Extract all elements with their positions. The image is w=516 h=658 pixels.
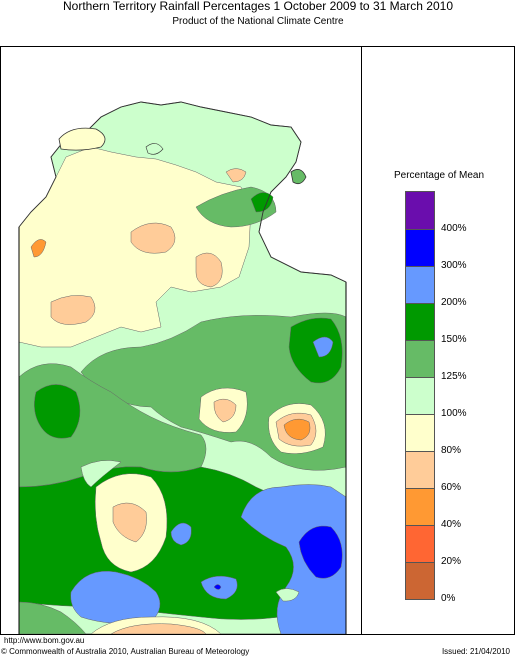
legend-label: 20% bbox=[441, 556, 462, 567]
legend-label: 80% bbox=[441, 445, 462, 456]
region-40-60-west bbox=[30, 239, 47, 258]
legend-swatch bbox=[406, 340, 434, 377]
source-url[interactable]: http://www.bom.gov.au bbox=[4, 636, 85, 645]
rainfall-map bbox=[18, 101, 347, 634]
legend-swatch bbox=[406, 229, 434, 266]
region-300-400-dot bbox=[213, 584, 222, 590]
region-40-60-east2 bbox=[283, 418, 311, 441]
legend-swatch bbox=[406, 451, 434, 488]
coastline bbox=[18, 101, 347, 283]
copyright-notice: © Commonwealth of Australia 2010, Austra… bbox=[1, 647, 250, 656]
legend-label: 40% bbox=[441, 519, 462, 530]
issued-date: Issued: 21/04/2010 bbox=[441, 647, 510, 656]
legend-label: 300% bbox=[441, 260, 467, 271]
legend-label: 0% bbox=[441, 593, 456, 604]
legend-label: 60% bbox=[441, 482, 462, 493]
legend-label: 200% bbox=[441, 297, 467, 308]
region-125-150-sw bbox=[18, 601, 87, 634]
legend-swatch bbox=[406, 303, 434, 340]
map-title: Northern Territory Rainfall Percentages … bbox=[63, 0, 453, 13]
region-60-80-bottom bbox=[110, 623, 207, 634]
region-150-200-top bbox=[250, 192, 274, 213]
legend-swatch bbox=[406, 377, 434, 414]
region-60-80-south bbox=[112, 502, 147, 543]
legend-swatch bbox=[406, 525, 434, 562]
legend-swatch bbox=[406, 562, 434, 599]
region-60-80-c bbox=[50, 295, 96, 325]
region-150-200-east bbox=[288, 317, 343, 384]
legend-swatch bbox=[406, 192, 434, 229]
legend-label: 400% bbox=[441, 223, 467, 234]
legend-label: 150% bbox=[441, 334, 467, 345]
map-frame bbox=[0, 46, 515, 635]
region-60-80-center bbox=[213, 398, 237, 423]
panel-divider bbox=[361, 46, 362, 635]
legend-label: 125% bbox=[441, 371, 467, 382]
map-subtitle: Product of the National Climate Centre bbox=[172, 16, 344, 27]
region-150-200-west bbox=[34, 384, 81, 439]
region-200-300-sw bbox=[70, 570, 161, 624]
legend-swatch bbox=[406, 266, 434, 303]
region-60-80-a bbox=[130, 222, 176, 254]
island-groote bbox=[290, 169, 307, 185]
region-200-300-east bbox=[312, 336, 334, 358]
legend-label: 100% bbox=[441, 408, 467, 419]
region-100-125-south bbox=[80, 460, 122, 488]
island-tiwi bbox=[58, 127, 106, 151]
region-60-80-b bbox=[195, 252, 223, 288]
region-300-400-se bbox=[298, 525, 343, 579]
legend-swatch bbox=[406, 488, 434, 525]
legend-swatch bbox=[406, 414, 434, 451]
island-small bbox=[145, 143, 164, 155]
region-100-125-se bbox=[275, 588, 300, 602]
region-200-300-se bbox=[240, 484, 347, 634]
legend-title: Percentage of Mean bbox=[393, 170, 485, 181]
region-200-300-mid bbox=[170, 522, 192, 546]
region-60-80-d bbox=[225, 168, 247, 183]
